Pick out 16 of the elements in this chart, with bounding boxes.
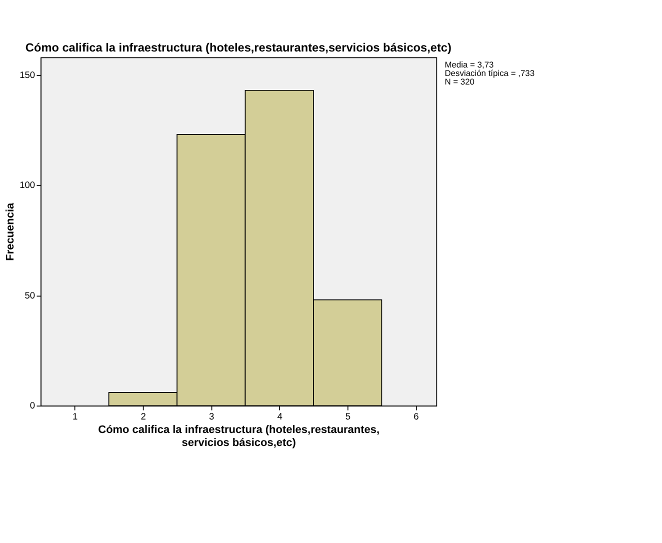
- x-tick-label: 4: [277, 412, 282, 422]
- x-axis-title: Cómo califica la infraestructura (hoteles,restaurantes, servicios básicos,etc): [98, 424, 380, 449]
- x-tick-label: 2: [140, 412, 146, 422]
- chart-title: Cómo califica la infraestructura (hoteles,restaurantes,servicios básicos,etc): [25, 40, 452, 54]
- y-tick-label: 100: [20, 180, 36, 190]
- text: Media = 3,73: [444, 59, 494, 70]
- y-tick-label: 0: [30, 400, 36, 411]
- text: N = 320: [444, 76, 475, 86]
- x-tick-label: 3: [208, 412, 214, 422]
- x-tick-label: 1: [72, 412, 78, 422]
- y-axis-title: Frecuencia: [4, 202, 17, 261]
- text: Desviación típica = ,733: [444, 68, 535, 78]
- y-tick-label: 150: [20, 70, 36, 80]
- y-tick-label: 50: [24, 290, 36, 300]
- x-tick-label: 5: [345, 412, 351, 422]
- x-tick-label: 6: [414, 412, 419, 422]
